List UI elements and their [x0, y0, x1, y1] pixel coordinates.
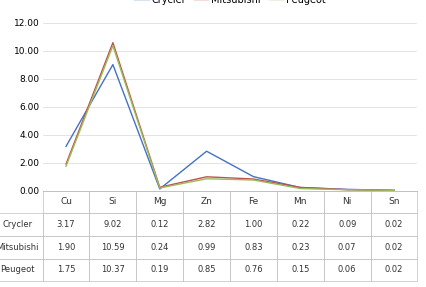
- Line: Peugeot: Peugeot: [66, 46, 394, 190]
- Mitsubishi: [345, 188, 350, 191]
- Mitsubishi: [157, 186, 162, 189]
- Peugeot: [110, 44, 115, 47]
- Mitsubishi: [298, 186, 303, 189]
- Mitsubishi: [110, 41, 115, 44]
- Crycler: [157, 187, 162, 191]
- Line: Mitsubishi: Mitsubishi: [66, 43, 394, 190]
- Legend: Crycler, Mitsubishi, Peugeot: Crycler, Mitsubishi, Peugeot: [130, 0, 330, 9]
- Peugeot: [204, 177, 209, 181]
- Peugeot: [345, 188, 350, 191]
- Peugeot: [391, 189, 397, 192]
- Line: Crycler: Crycler: [66, 65, 394, 190]
- Crycler: [63, 145, 69, 148]
- Mitsubishi: [204, 175, 209, 179]
- Mitsubishi: [251, 177, 256, 181]
- Crycler: [204, 150, 209, 153]
- Peugeot: [251, 178, 256, 182]
- Peugeot: [63, 164, 69, 168]
- Peugeot: [298, 187, 303, 190]
- Peugeot: [157, 186, 162, 190]
- Crycler: [345, 188, 350, 191]
- Crycler: [391, 189, 397, 192]
- Mitsubishi: [391, 189, 397, 192]
- Crycler: [110, 63, 115, 66]
- Crycler: [298, 186, 303, 189]
- Crycler: [251, 175, 256, 179]
- Mitsubishi: [63, 162, 69, 166]
